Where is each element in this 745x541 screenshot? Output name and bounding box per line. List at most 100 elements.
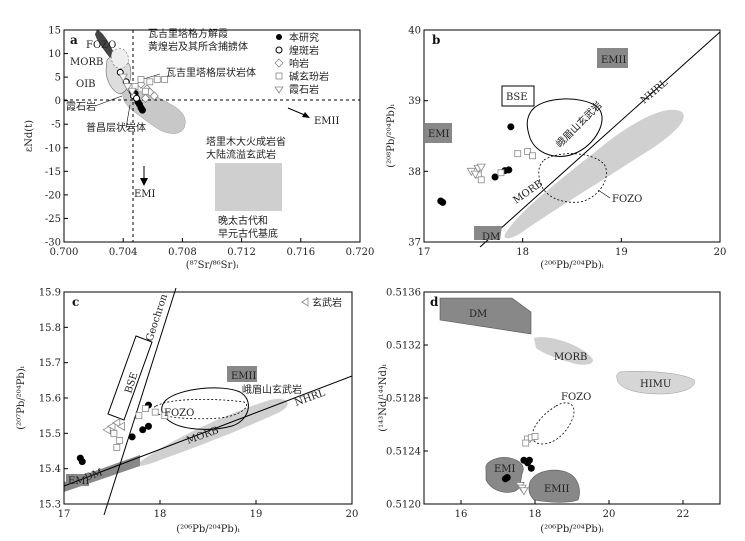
label-craton-2: 早元古代基底 [218, 227, 278, 240]
panel-a: 0.700 0.704 0.708 0.712 0.716 0.720 15 10 5 0 -5 -1… [24, 26, 374, 272]
ylabel-c: (²⁰⁷Pb/²⁰⁴Pb)ᵢ [16, 366, 27, 430]
data-point-d [525, 456, 533, 464]
x-tick-label: 18 [154, 509, 167, 520]
y-tick-label: 15 [48, 26, 61, 37]
y-tick-label: 0.5120 [386, 500, 421, 511]
xlabel-d: (²⁰⁶Pb/²⁰⁴Pb)ᵢ [540, 524, 604, 535]
data-point-c [135, 412, 143, 420]
label-dm-b: DM [482, 232, 500, 243]
data-point-a [127, 87, 137, 97]
label-bse-b: BSE [506, 92, 528, 103]
data-point-a [146, 78, 154, 86]
label-wjt-complex2: 黄煌岩及其所含捕掳体 [148, 40, 248, 53]
data-point-b [529, 152, 536, 160]
dm-field-b [474, 226, 502, 240]
y-tick-label: -5 [51, 120, 61, 131]
legend-label-2: 响岩 [289, 57, 309, 70]
panel-c: 17 18 19 20 15.3 15.4 15.5 15.6 15.7 15.8 15.9 c 玄… [16, 288, 358, 536]
bse-box-c [107, 335, 153, 421]
label-tarim-2: 大陆流溢玄武岩 [206, 148, 276, 161]
label-tarim-1: 塔里木大火成岩省 [206, 135, 286, 148]
x-tick-label: 0.712 [227, 247, 256, 258]
leader-puchang [125, 104, 131, 129]
label-emii-d: EMII [544, 484, 569, 495]
y-tick-label: 15.4 [39, 464, 61, 475]
y-tick-label: 0.5136 [386, 288, 421, 299]
x-tick-label: 17 [418, 247, 431, 258]
morb-field [95, 30, 117, 63]
x-tick-label: 22 [677, 509, 690, 520]
label-fozo-c: FOZO [164, 408, 194, 419]
label-emi: EMI [134, 189, 156, 200]
morb-field-d [534, 337, 593, 365]
label-nepheline: 霞石岩 [66, 100, 96, 113]
bse-box-b [501, 85, 535, 107]
data-point-a [122, 83, 133, 92]
y-tick-label: 15.3 [39, 500, 61, 511]
y-tick-label: 15.5 [39, 429, 61, 440]
data-point-c [128, 433, 136, 441]
label-dm-d: DM [469, 309, 487, 320]
fozo-field [110, 48, 129, 69]
ticks-d: 16 18 20 22 0.5120 0.5124 0.5128 0.5132 0.5136 [386, 288, 689, 521]
arrow-emi [140, 166, 148, 186]
ylabel-a: εNd(t) [24, 120, 35, 152]
label-emi-b: EMI [428, 129, 450, 140]
data-point-d [522, 439, 530, 447]
data-point-a [133, 94, 141, 102]
label-wjt-complex: 瓦吉里塔格方解霞 [148, 27, 228, 40]
legend-label-0: 本研究 [289, 31, 319, 44]
data-point-c [116, 436, 124, 444]
x-tick-label: 0.720 [346, 247, 375, 258]
legend-symbol-triangle-down [274, 86, 284, 94]
label-emii: EMII [314, 116, 339, 127]
emii-box-c [227, 366, 257, 382]
data-point-d [527, 464, 535, 472]
data-point-b [477, 176, 485, 184]
leader-nepheline [94, 95, 123, 107]
label-morb-d: MORB [554, 352, 587, 363]
x-tick-label: 0.708 [168, 247, 197, 258]
x-tick-label: 0.704 [109, 247, 138, 258]
y-tick-label: -25 [45, 214, 61, 225]
y-tick-label: 15.9 [39, 288, 61, 299]
ticks-a: 0.700 0.704 0.708 0.712 0.716 0.720 15 10 5 0 -5 -1… [45, 26, 374, 259]
label-emii-b: EMII [601, 55, 626, 66]
x-tick-label: 17 [58, 509, 71, 520]
label-fozo: FOZO [86, 40, 116, 51]
data-point-b [505, 166, 513, 174]
data-point-b [470, 170, 480, 179]
y-tick-label: -15 [45, 167, 61, 178]
leader-fozo-b [597, 189, 611, 199]
data-point-c [142, 405, 150, 413]
data-point-a [138, 106, 146, 114]
geochron-line-c [103, 287, 177, 516]
data-point-a [118, 73, 128, 82]
label-emi-d: EMI [494, 464, 516, 475]
legend-a: 本研究 煌斑岩 响岩 碱玄玢岩 霞石岩 [274, 31, 329, 96]
data-point-b [514, 150, 522, 158]
y-tick-label: -30 [45, 238, 61, 249]
dm-field-d [439, 297, 532, 335]
data-point-c [102, 425, 111, 435]
points-c [76, 401, 169, 466]
panel-d: 16 18 20 22 0.5120 0.5124 0.5128 0.5132 0.5136 d… [378, 288, 721, 535]
points-a [116, 68, 169, 114]
label-morb: MORB [70, 57, 103, 68]
y-tick-label: 15.6 [39, 394, 61, 405]
x-tick-label: 19 [250, 509, 263, 520]
emi-field-d [485, 457, 524, 493]
data-point-d [531, 433, 539, 440]
x-tick-label: 0.716 [286, 247, 315, 258]
morb-field-c [138, 398, 288, 466]
label-dm-c: DM [83, 467, 104, 484]
data-point-b [491, 173, 499, 181]
label-emeishan-c: 峨眉山玄武岩 [242, 383, 302, 396]
data-point-c [111, 418, 121, 428]
xlabel-a: (⁸⁷Sr/⁸⁶Sr)ᵢ [186, 260, 238, 271]
data-point-b [476, 163, 486, 172]
data-point-b [497, 169, 505, 177]
y-tick-label: -10 [45, 143, 61, 154]
data-point-c [161, 412, 169, 420]
